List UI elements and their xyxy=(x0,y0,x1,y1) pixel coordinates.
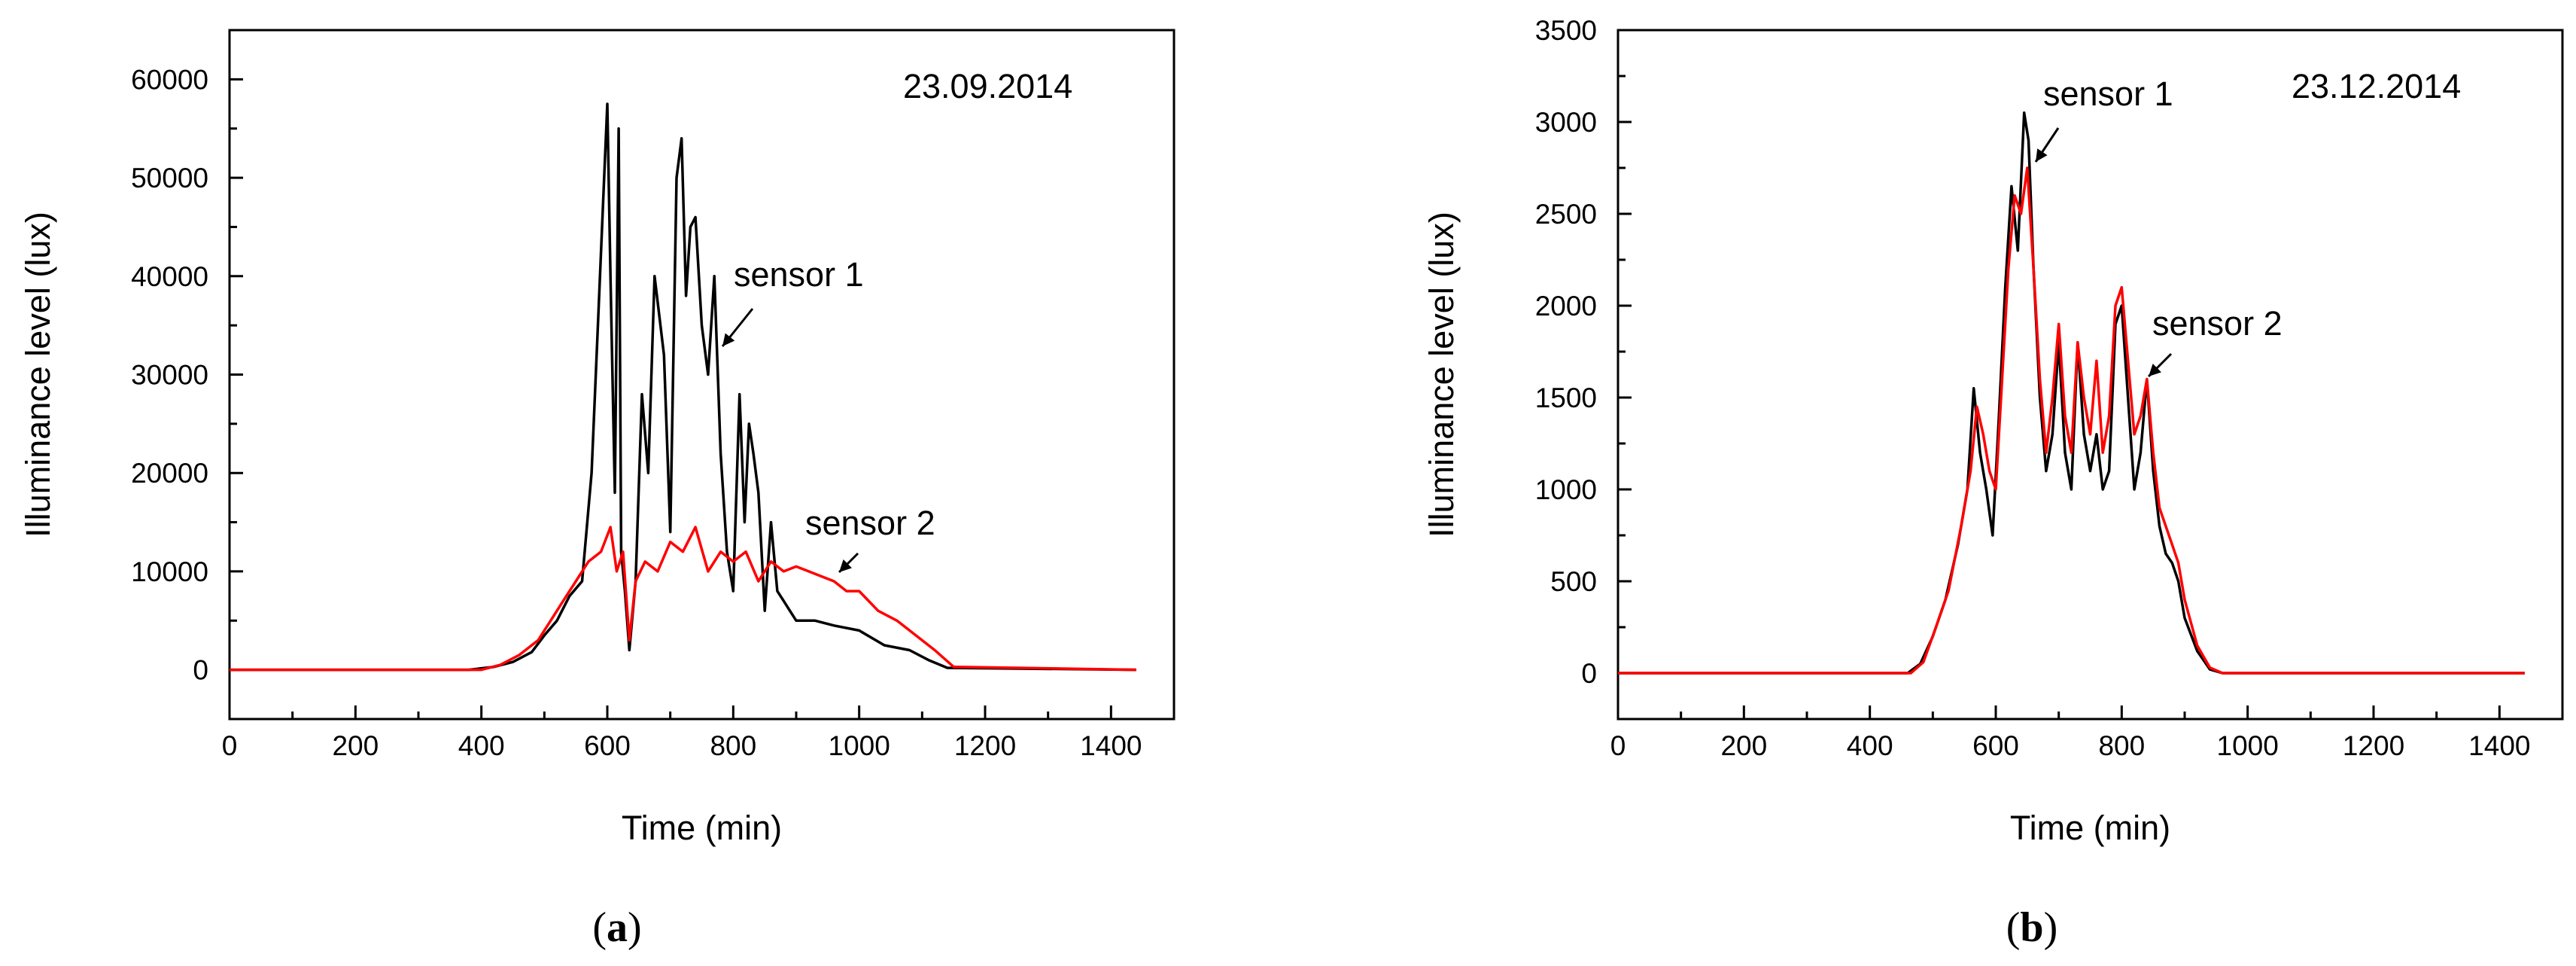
x-tick-label: 400 xyxy=(1847,730,1893,761)
x-axis-title: Time (min) xyxy=(2010,809,2170,847)
y-tick-label: 3000 xyxy=(1535,107,1597,138)
y-axis-title: Illuminance level (lux) xyxy=(19,212,57,538)
y-axis-title: Illuminance level (lux) xyxy=(1422,212,1461,538)
y-tick-label: 30000 xyxy=(131,360,208,391)
y-tick-label: 0 xyxy=(1581,658,1597,689)
panel-label: (a) xyxy=(592,904,641,951)
plot-frame xyxy=(228,29,1175,721)
x-tick-label: 1000 xyxy=(2217,730,2279,761)
x-tick-label: 1000 xyxy=(829,730,890,761)
x-tick-label: 200 xyxy=(1720,730,1767,761)
y-tick-label: 0 xyxy=(193,655,208,686)
annotation-arrow-sensor-1-head xyxy=(722,333,735,346)
x-tick-label: 600 xyxy=(584,730,631,761)
y-tick-label: 50000 xyxy=(131,163,208,194)
annotation-arrow-sensor-2-head xyxy=(2149,364,2161,376)
annotation-sensor-2: sensor 2 xyxy=(2152,304,2283,343)
annotation-sensor-2: sensor 2 xyxy=(805,504,935,542)
annotation-arrow-sensor-1-head xyxy=(2036,148,2048,162)
x-tick-label: 800 xyxy=(2098,730,2145,761)
date-annotation: 23.12.2014 xyxy=(2292,67,2461,105)
chart-panel-a: 0 200 400 600 800 1000 1200 1400 0 10000 20000 3000… xyxy=(19,29,1175,951)
x-tick-label: 1400 xyxy=(1080,730,1142,761)
series-line-sensor-1 xyxy=(230,102,1136,672)
annotation-sensor-1: sensor 1 xyxy=(734,255,864,294)
x-axis-title: Time (min) xyxy=(622,809,782,847)
y-tick-label: 500 xyxy=(1550,566,1597,597)
y-tick-label: 3500 xyxy=(1535,15,1597,46)
series-line-sensor-2 xyxy=(1618,166,2525,675)
x-tick-label: 0 xyxy=(222,730,238,761)
x-tick-label: 0 xyxy=(1610,730,1626,761)
y-tick-label: 10000 xyxy=(131,556,208,587)
date-annotation: 23.09.2014 xyxy=(903,67,1072,105)
x-tick-label: 600 xyxy=(1972,730,2019,761)
x-tick-label: 1400 xyxy=(2468,730,2530,761)
x-tick-label: 400 xyxy=(458,730,505,761)
y-tick-label: 20000 xyxy=(131,458,208,489)
series-line-sensor-2 xyxy=(230,526,1136,672)
x-tick-label: 800 xyxy=(710,730,756,761)
panel-label: (b) xyxy=(2006,904,2057,951)
y-tick-label: 40000 xyxy=(131,261,208,292)
x-tick-label: 1200 xyxy=(954,730,1016,761)
annotation-sensor-1: sensor 1 xyxy=(2043,75,2173,113)
annotation-arrow-sensor-2-head xyxy=(839,559,852,572)
y-tick-label: 2000 xyxy=(1535,291,1597,321)
y-tick-label: 2500 xyxy=(1535,199,1597,230)
y-tick-label: 1000 xyxy=(1535,474,1597,505)
series-line-sensor-1 xyxy=(1618,111,2525,675)
chart-panel-b: 0 200 400 600 800 1000 1200 1400 0 500 1000 1500 200… xyxy=(1422,15,2564,951)
plot-frame xyxy=(1616,29,2564,721)
x-tick-label: 200 xyxy=(332,730,379,761)
x-tick-label: 1200 xyxy=(2343,730,2404,761)
y-tick-label: 60000 xyxy=(131,64,208,95)
y-tick-label: 1500 xyxy=(1535,382,1597,413)
